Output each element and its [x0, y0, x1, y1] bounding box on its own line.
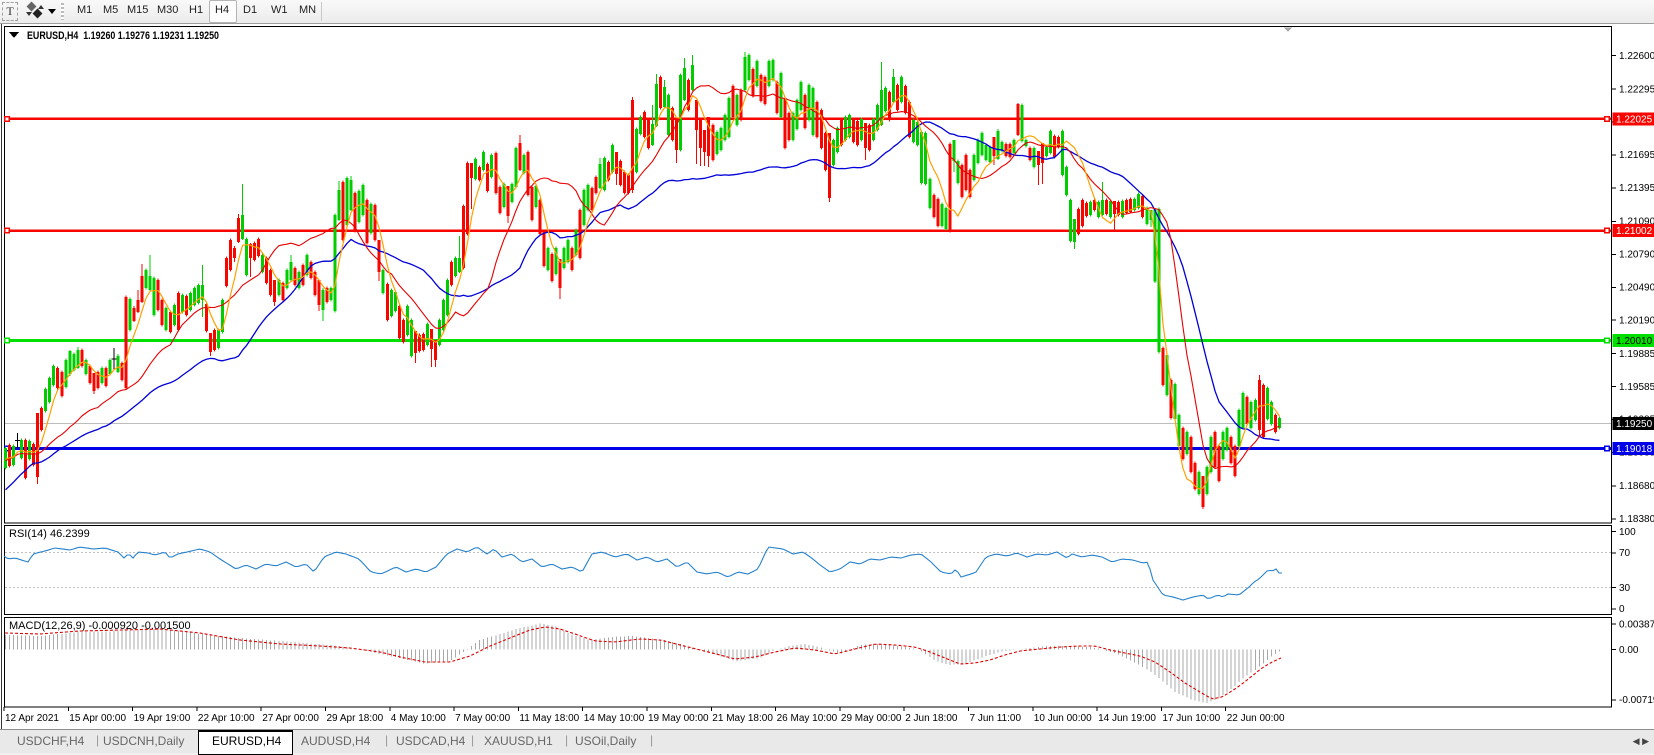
- svg-text:2 Jun 18:00: 2 Jun 18:00: [905, 713, 958, 724]
- svg-text:10 Jun 00:00: 10 Jun 00:00: [1034, 713, 1092, 724]
- svg-text:26 May 10:00: 26 May 10:00: [777, 713, 838, 724]
- svg-text:1.22025: 1.22025: [1616, 114, 1653, 125]
- svg-text:1.21395: 1.21395: [1619, 183, 1654, 194]
- svg-text:1.19250: 1.19250: [1616, 419, 1653, 430]
- svg-text:1.21695: 1.21695: [1619, 150, 1654, 161]
- svg-text:19 May 00:00: 19 May 00:00: [648, 713, 709, 724]
- svg-text:0: 0: [1619, 604, 1625, 615]
- svg-text:29 Apr 18:00: 29 Apr 18:00: [327, 713, 384, 724]
- svg-text:7 May 00:00: 7 May 00:00: [455, 713, 510, 724]
- svg-text:1.19885: 1.19885: [1619, 349, 1654, 360]
- svg-text:RSI(14) 46.2399: RSI(14) 46.2399: [9, 528, 90, 540]
- svg-text:17 Jun 10:00: 17 Jun 10:00: [1162, 713, 1220, 724]
- svg-text:1.18680: 1.18680: [1619, 481, 1654, 492]
- svg-text:4 May 10:00: 4 May 10:00: [391, 713, 446, 724]
- svg-text:22 Jun 00:00: 22 Jun 00:00: [1227, 713, 1285, 724]
- svg-text:1.20190: 1.20190: [1619, 315, 1654, 326]
- svg-text:12 Apr 2021: 12 Apr 2021: [5, 713, 59, 724]
- svg-text:1.19018: 1.19018: [1616, 444, 1653, 455]
- svg-text:70: 70: [1619, 548, 1631, 559]
- svg-text:30: 30: [1619, 583, 1631, 594]
- svg-text:1.20010: 1.20010: [1616, 336, 1653, 347]
- svg-text:EURUSD,H4 1.19260 1.19276 1.1: EURUSD,H4 1.19260 1.19276 1.19231 1.1925…: [27, 30, 219, 42]
- svg-text:21 May 18:00: 21 May 18:00: [712, 713, 773, 724]
- svg-text:1.20490: 1.20490: [1619, 283, 1654, 294]
- svg-text:22 Apr 10:00: 22 Apr 10:00: [198, 713, 255, 724]
- svg-text:7 Jun 11:00: 7 Jun 11:00: [970, 713, 1022, 724]
- svg-text:1.22295: 1.22295: [1619, 84, 1654, 95]
- svg-text:MACD(12,26,9) -0.000920 -0.001: MACD(12,26,9) -0.000920 -0.001500: [9, 620, 191, 632]
- svg-text:14 Jun 19:00: 14 Jun 19:00: [1098, 713, 1156, 724]
- svg-text:100: 100: [1619, 527, 1636, 538]
- svg-text:19 Apr 19:00: 19 Apr 19:00: [134, 713, 191, 724]
- svg-text:1.22600: 1.22600: [1619, 51, 1654, 62]
- svg-text:0.003873: 0.003873: [1619, 619, 1654, 630]
- svg-text:11 May 18:00: 11 May 18:00: [519, 713, 579, 724]
- svg-text:-0.007195: -0.007195: [1619, 695, 1654, 706]
- svg-text:29 May 00:00: 29 May 00:00: [841, 713, 902, 724]
- svg-text:27 Apr 00:00: 27 Apr 00:00: [262, 713, 319, 724]
- svg-text:15 Apr 00:00: 15 Apr 00:00: [69, 713, 126, 724]
- svg-text:0.00: 0.00: [1619, 645, 1639, 656]
- svg-text:1.20790: 1.20790: [1619, 250, 1654, 261]
- svg-text:1.21002: 1.21002: [1616, 226, 1653, 237]
- svg-text:1.19585: 1.19585: [1619, 382, 1654, 393]
- svg-text:14 May 10:00: 14 May 10:00: [584, 713, 645, 724]
- svg-text:1.18380: 1.18380: [1619, 514, 1654, 525]
